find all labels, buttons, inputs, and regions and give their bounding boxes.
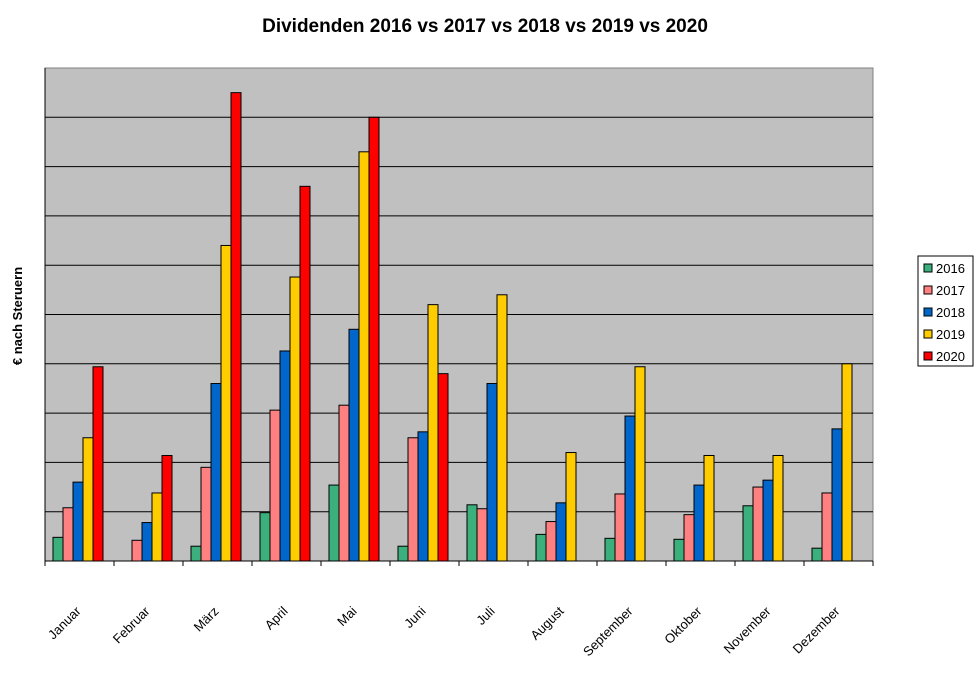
bar-2019-september: [634, 366, 646, 562]
x-tick-label: Dezember: [790, 603, 843, 656]
bar-2018-oktober: [693, 484, 705, 562]
x-tick-label: September: [580, 603, 636, 659]
legend-label-2018: 2018: [936, 305, 965, 320]
bar-2016-november: [742, 505, 754, 562]
y-axis-title: € nach Steruern: [10, 267, 25, 365]
bar-2019-oktober: [703, 454, 715, 562]
x-tick-labels: Januar Februar März April Mai Juni Juli August S…: [45, 603, 843, 659]
bar-2016-juli: [466, 504, 478, 562]
bar-2019-februar: [151, 492, 163, 562]
gridlines: [45, 116, 873, 513]
bar-2016-mai: [328, 484, 340, 562]
bar-2016-dezember: [811, 547, 823, 562]
x-tick-label: Januar: [45, 603, 84, 642]
bar-2018-juli: [486, 383, 498, 562]
bar-2019-juli: [496, 294, 508, 562]
bar-2020-februar: [161, 454, 173, 562]
bar-2019-januar: [82, 437, 94, 562]
bar-2018-august: [555, 502, 567, 562]
legend-swatch-2020: [923, 351, 933, 361]
bar-2017-november: [752, 486, 764, 562]
x-tick-label: Juli: [473, 603, 497, 627]
bar-2018-dezember: [831, 428, 843, 562]
bar-2017-juni: [407, 437, 419, 562]
bar-2017-juli: [476, 508, 488, 562]
bar-2019-april: [289, 276, 301, 562]
bar-2020-mai: [368, 116, 380, 562]
bar-2017-april: [269, 409, 281, 562]
x-tick-label: Oktober: [661, 603, 705, 647]
x-tick-label: November: [721, 603, 774, 656]
bar-2016-april: [259, 512, 271, 562]
legend-label-2016: 2016: [936, 261, 965, 276]
bar-2018-mai: [348, 328, 360, 562]
bar-2016-juni: [397, 545, 409, 562]
bar-2016-august: [535, 533, 547, 562]
bars: [52, 92, 853, 562]
bar-2018-februar: [141, 522, 153, 562]
bar-2017-februar: [131, 539, 143, 562]
legend-swatch-2016: [923, 263, 933, 273]
legend-label-2019: 2019: [936, 327, 965, 342]
x-tick-label: August: [527, 603, 566, 642]
bar-2020-juni: [437, 373, 449, 562]
legend-swatch-2017: [923, 285, 933, 295]
chart-title: Dividenden 2016 vs 2017 vs 2018 vs 2019 …: [262, 16, 708, 37]
bar-2016-oktober: [673, 538, 685, 562]
bar-2017-januar: [62, 507, 74, 562]
legend-swatch-2018: [923, 307, 933, 317]
bar-2018-november: [762, 479, 774, 562]
bar-2018-september: [624, 415, 636, 562]
x-tick-label: März: [191, 604, 222, 635]
legend: 2016 2017 2018 2019 2020: [917, 255, 974, 367]
bar-2019-november: [772, 454, 784, 562]
bar-2018-märz: [210, 383, 222, 562]
bar-2019-mai: [358, 151, 370, 562]
bar-2018-juni: [417, 431, 429, 562]
bar-2018-april: [279, 350, 291, 562]
bar-2019-juni: [427, 304, 439, 562]
bar-2017-märz: [200, 466, 212, 562]
bar-2016-märz: [190, 545, 202, 562]
bar-2019-dezember: [841, 363, 853, 562]
x-tick-label: April: [262, 603, 291, 632]
bar-2020-januar: [92, 366, 104, 562]
x-tick-label: Februar: [110, 603, 153, 646]
bar-2017-mai: [338, 404, 350, 562]
bar-2019-august: [565, 452, 577, 562]
bar-2020-april: [299, 185, 311, 562]
bar-2016-september: [604, 537, 616, 562]
x-tick-label: Juni: [401, 603, 429, 631]
bar-2019-märz: [220, 244, 232, 562]
x-tick-label: Mai: [334, 603, 359, 628]
legend-swatch-2019: [923, 329, 933, 339]
legend-label-2020: 2020: [936, 349, 965, 364]
legend-label-2017: 2017: [936, 283, 965, 298]
axes: [44, 68, 874, 566]
bar-2017-august: [545, 521, 557, 562]
bar-2017-oktober: [683, 514, 695, 562]
bar-2017-september: [614, 493, 626, 562]
bar-2016-januar: [52, 536, 64, 562]
bar-2018-januar: [72, 481, 84, 562]
bar-2020-märz: [230, 92, 242, 562]
bar-2017-dezember: [821, 492, 833, 562]
